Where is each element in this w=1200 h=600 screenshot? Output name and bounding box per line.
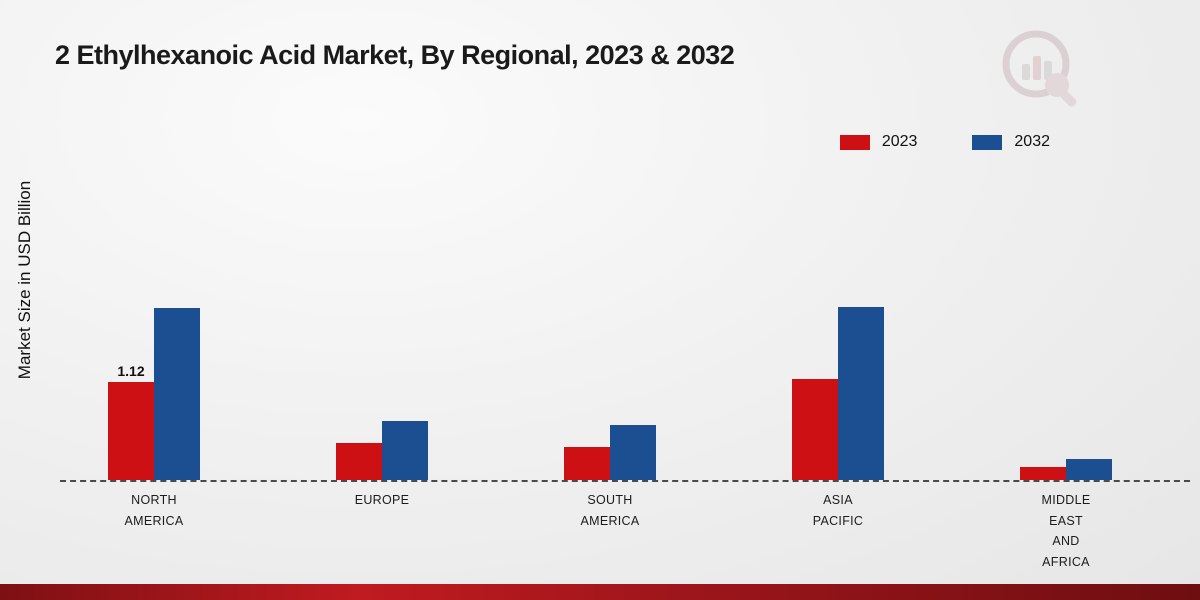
bars-south-america (564, 425, 656, 480)
bar-group-europe: EUROPE (268, 0, 496, 507)
bar-2023-middle-east-and-africa (1020, 467, 1066, 480)
bar-group-north-america: 1.12 NORTH AMERICA (40, 0, 268, 528)
legend-label: 2023 (881, 133, 918, 150)
bars-middle-east-and-africa (1020, 459, 1112, 480)
category-label-north-america: NORTH AMERICA (124, 493, 184, 528)
bar-2023-south-america (564, 447, 610, 480)
legend-item-2023: 2023 (839, 133, 918, 151)
bars-europe (336, 421, 428, 480)
bar-2032-north-america (154, 308, 200, 480)
bars-north-america: 1.12 (108, 308, 200, 480)
bar-group-middle-east-and-africa: MIDDLE EAST AND AFRICA (952, 0, 1180, 569)
bar-group-asia-pacific: ASIA PACIFIC (724, 0, 952, 528)
category-label-middle-east-and-africa: MIDDLE EAST AND AFRICA (1041, 493, 1091, 569)
bar-2023-north-america (108, 382, 154, 480)
bar-col-2023-europe (336, 443, 382, 480)
legend-label: 2032 (1014, 133, 1050, 150)
plot-area: 1.12 NORTH AMERICA EUROPE SOUTH AMERICA ASIA… (40, 0, 1180, 569)
category-label-south-america: SOUTH AMERICA (580, 493, 640, 528)
bar-col-2032-south-america (610, 425, 656, 480)
bar-col-2023-north-america: 1.12 (108, 363, 154, 480)
legend-item-2032: 2032 (972, 133, 1050, 151)
chart-title: 2 Ethylhexanoic Acid Market, By Regional… (55, 40, 735, 70)
bar-group-south-america: SOUTH AMERICA (496, 0, 724, 528)
bar-2032-south-america (610, 425, 656, 480)
bar-col-2023-middle-east-and-africa (1020, 467, 1066, 480)
bar-2032-europe (382, 421, 428, 480)
bar-2023-europe (336, 443, 382, 480)
bar-2032-asia-pacific (838, 307, 884, 480)
bars-asia-pacific (792, 307, 884, 480)
y-axis-label: Market Size in USD Billion (15, 180, 34, 380)
legend-swatch-2023 (839, 134, 870, 150)
category-label-europe: EUROPE (354, 493, 410, 507)
market-research-logo-icon (1002, 30, 1077, 107)
bar-col-2023-south-america (564, 447, 610, 480)
bar-2023-asia-pacific (792, 379, 838, 480)
bar-col-2032-asia-pacific (838, 307, 884, 480)
legend: 2023 2032 (839, 133, 1050, 151)
x-axis-baseline (60, 480, 1190, 482)
bar-col-2032-europe (382, 421, 428, 480)
bar-col-2032-middle-east-and-africa (1066, 459, 1112, 480)
bar-value-label: 1.12 (117, 363, 145, 379)
bottom-accent-band (0, 584, 1200, 600)
bar-col-2023-asia-pacific (792, 379, 838, 480)
bar-2032-middle-east-and-africa (1066, 459, 1112, 480)
bar-col-2032-north-america (154, 308, 200, 480)
legend-swatch-2032 (972, 134, 1003, 150)
category-label-asia-pacific: ASIA PACIFIC (812, 493, 864, 528)
